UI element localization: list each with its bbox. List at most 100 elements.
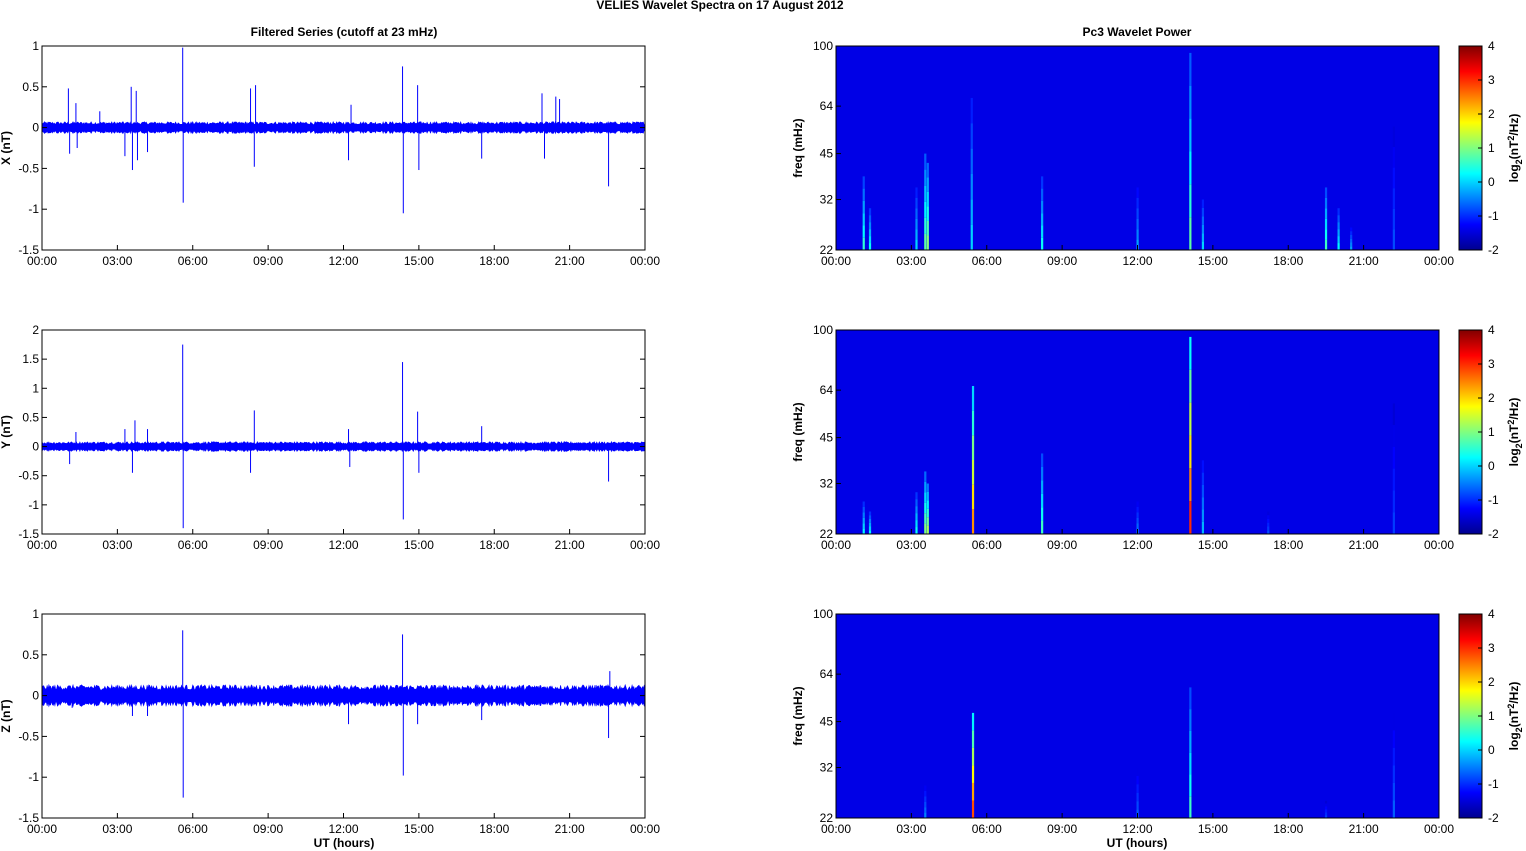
power-x-power-streak (862, 213, 865, 226)
power-y-power-streak (924, 502, 927, 514)
series-x-xtick-label: 12:00 (328, 254, 358, 268)
power-z-power-streak (924, 785, 927, 791)
series-z-ylabel: Z (nT) (0, 699, 13, 732)
power-x-power-streak (970, 123, 973, 149)
power-z-colorbar-tick-label: 0 (1488, 743, 1495, 757)
power-y-power-streak (1041, 466, 1044, 481)
power-x-power-streak (924, 185, 927, 202)
power-y-power-streak (868, 515, 872, 519)
power-y-power-streak (926, 525, 929, 534)
power-y-xtick-label: 15:00 (1198, 538, 1228, 552)
power-y-power-streak (971, 484, 975, 510)
power-y-power-streak (1136, 512, 1139, 518)
power-z-power-streak (1324, 800, 1328, 804)
power-z-power-streak (924, 796, 927, 802)
power-x-xtick-label: 12:00 (1122, 254, 1152, 268)
power-x-power-streak (1201, 199, 1205, 208)
power-x-power-streak (1041, 237, 1044, 250)
power-x-power-streak (926, 162, 929, 178)
power-z-power-streak (1392, 782, 1395, 801)
power-x-colorbar-tick-label: 3 (1488, 73, 1495, 87)
power-x-colorbar-tick-label: 2 (1488, 107, 1495, 121)
power-y-power-streak (1189, 501, 1192, 534)
series-y-xtick-label: 00:00 (630, 538, 660, 552)
power-z-power-streak (1189, 752, 1192, 775)
series-y-xtick-label: 00:00 (27, 538, 57, 552)
power-y-power-streak (1392, 425, 1395, 447)
power-x-power-streak (1392, 229, 1395, 250)
power-x-power-streak (868, 243, 872, 250)
power-x-power-streak (1324, 218, 1328, 230)
series-x-ytick-label: -0.5 (18, 161, 39, 175)
series-x-xtick-label: 09:00 (253, 254, 283, 268)
power-y-power-streak (915, 499, 918, 507)
power-z-ytick-label: 100 (813, 607, 833, 621)
power-y-power-streak (868, 522, 872, 527)
power-z-power-streak (1392, 730, 1395, 748)
power-x-power-streak (862, 237, 865, 250)
power-z-colorbar-tick-label: 1 (1488, 709, 1495, 723)
series-x-xtick-label: 06:00 (178, 254, 208, 268)
series-z-panel: 10.50-0.5-1-1.500:00 03:00 06:00 09:00 12:00… (0, 607, 660, 836)
power-x-power-streak (926, 220, 929, 236)
power-x-power-streak (1201, 241, 1205, 250)
power-z-power-streak (1189, 709, 1192, 731)
series-y-xtick-label: 15:00 (404, 538, 434, 552)
power-z-power-streak (971, 765, 975, 783)
power-x-power-streak (970, 97, 973, 124)
series-x-xtick-label: 03:00 (102, 254, 132, 268)
power-z-power-streak (1136, 784, 1139, 793)
power-y-colorbar-label: log2(nT2/Hz) (1506, 398, 1524, 467)
power-y-ylabel: freq (mHz) (791, 402, 805, 461)
series-x-xtick-label: 00:00 (27, 254, 57, 268)
power-x-power-streak (1136, 239, 1139, 250)
series-x-xtick-label: 00:00 (630, 254, 660, 268)
power-x-power-streak (1350, 227, 1353, 232)
power-x-power-streak (868, 236, 872, 244)
series-x-ytick-label: -1 (28, 202, 39, 216)
power-x-xtick-label: 00:00 (821, 254, 851, 268)
power-x-power-streak (1201, 233, 1205, 242)
power-y-power-streak (1189, 336, 1192, 370)
series-z-xtick-label: 15:00 (404, 822, 434, 836)
power-y-power-streak (868, 511, 872, 516)
power-x-power-streak (970, 148, 973, 174)
series-y-xtick-label: 18:00 (479, 538, 509, 552)
power-z-colorbar-label: log2(nT2/Hz) (1506, 682, 1524, 751)
power-x-power-streak (1041, 188, 1044, 201)
bottom-xlabel-left: UT (hours) (314, 836, 375, 850)
power-y-power-streak (1041, 520, 1044, 534)
power-y-power-streak (868, 530, 872, 534)
power-y-xtick-label: 18:00 (1273, 538, 1303, 552)
power-y-power-streak (1201, 484, 1205, 498)
power-x-power-streak (926, 206, 929, 221)
series-y-ytick-label: 0.5 (22, 410, 39, 424)
power-y-power-streak (1392, 490, 1395, 513)
power-x-power-streak (1392, 188, 1395, 209)
power-y-power-streak (924, 481, 927, 493)
power-z-power-streak (1189, 687, 1192, 710)
power-y-power-streak (1201, 472, 1205, 485)
power-x-colorbar-tick-label: 4 (1488, 39, 1495, 53)
power-x-power-streak (1350, 246, 1353, 250)
power-z-ytick-label: 45 (820, 715, 834, 729)
power-y-power-streak (971, 459, 975, 485)
power-x-power-streak (862, 188, 865, 201)
power-x-ytick-label: 45 (820, 147, 834, 161)
power-z-power-streak (1392, 800, 1395, 818)
power-z-power-streak (971, 712, 975, 731)
left-column-title: Filtered Series (cutoff at 23 mHz) (251, 25, 438, 39)
power-x-ytick-label: 32 (820, 193, 834, 207)
series-z-xtick-label: 18:00 (479, 822, 509, 836)
power-y-power-streak (915, 492, 918, 500)
power-y-power-streak (1189, 435, 1192, 469)
power-z-colorbar-tick-label: -1 (1488, 777, 1499, 791)
power-y-power-streak (1201, 521, 1205, 534)
power-x-power-streak (1392, 147, 1395, 168)
power-y-power-streak (971, 410, 975, 436)
figure-title: VELIES Wavelet Spectra on 17 August 2012 (596, 0, 844, 12)
power-z-power-streak (971, 747, 975, 766)
power-x-power-streak (1350, 231, 1353, 235)
